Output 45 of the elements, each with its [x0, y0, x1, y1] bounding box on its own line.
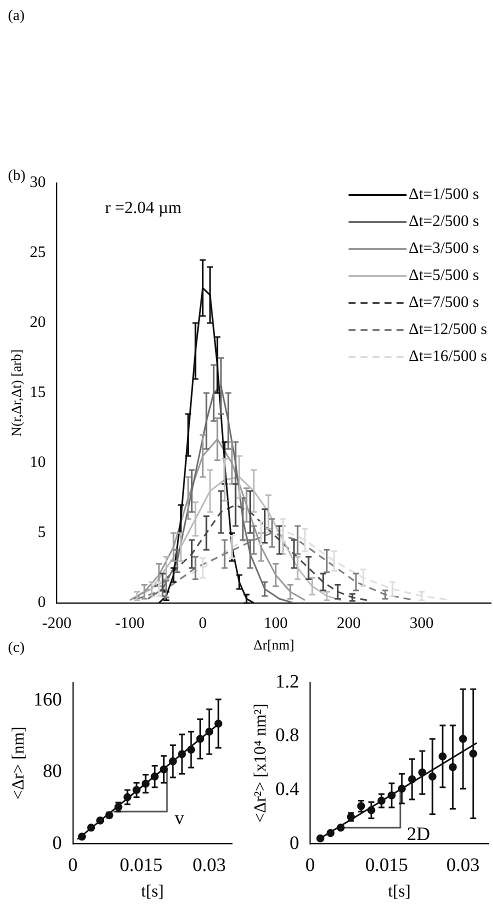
x-tick-label: 0.03 — [446, 855, 480, 876]
y-tick-label: 160 — [33, 689, 62, 710]
x-axis-title: t[s] — [141, 881, 164, 900]
legend-label: Δt=3/500 s — [408, 240, 480, 258]
y-tick-label: 0 — [290, 832, 300, 854]
y-tick-label: 0 — [38, 594, 46, 612]
legend-label: Δt=7/500 s — [408, 294, 480, 312]
annotation: r =2.04 µm — [105, 198, 182, 218]
x-axis-title: t[s] — [388, 881, 411, 900]
x-tick-label: -100 — [115, 614, 144, 632]
y-tick-label: 25 — [30, 244, 46, 262]
x-tick-label: 0 — [305, 855, 315, 876]
legend-label: Δt=16/500 s — [408, 348, 488, 366]
y-axis-title: <Δr²> [x10⁴ nm²] — [250, 704, 270, 823]
y-tick-label: 5 — [38, 524, 46, 542]
text: (a) — [8, 8, 25, 25]
x-tick-label: 0.015 — [120, 855, 162, 876]
legend-label: Δt=5/500 s — [408, 267, 480, 284]
y-tick-label: 0.8 — [275, 725, 300, 746]
x-tick-label: 200 — [336, 614, 361, 632]
x-tick-label: 100 — [264, 614, 288, 632]
y-tick-label: 1.2 — [275, 671, 300, 692]
y-axis-title: <Δr> [nm] — [8, 726, 28, 800]
x-tick-label: 300 — [410, 614, 434, 632]
legend-label: Δt=12/500 s — [408, 321, 488, 338]
legend-label: Δt=2/500 s — [408, 213, 480, 230]
y-axis-title: N(r,Δr,Δt) [arb] — [10, 349, 26, 437]
y-tick-label: 10 — [30, 454, 46, 472]
y-tick-label: 0 — [52, 832, 62, 854]
y-tick-label: 80 — [42, 761, 62, 782]
x-tick-label: -200 — [42, 614, 72, 632]
annotation: 2D — [406, 824, 430, 846]
text: (c) — [8, 640, 25, 657]
y-tick-label: 0.4 — [275, 778, 300, 800]
x-tick-label: 0.03 — [192, 855, 226, 876]
annotation: v — [174, 808, 185, 830]
x-tick-label: 0 — [68, 855, 78, 876]
text: (b) — [8, 168, 26, 185]
y-tick-label: 30 — [30, 174, 46, 192]
y-tick-label: 20 — [30, 314, 46, 332]
x-tick-label: 0.015 — [365, 855, 408, 876]
x-axis-title: Δr[nm] — [253, 638, 294, 654]
legend-label: Δt=1/500 s — [408, 186, 480, 204]
x-tick-label: 0 — [198, 614, 207, 632]
y-tick-label: 15 — [30, 384, 46, 402]
